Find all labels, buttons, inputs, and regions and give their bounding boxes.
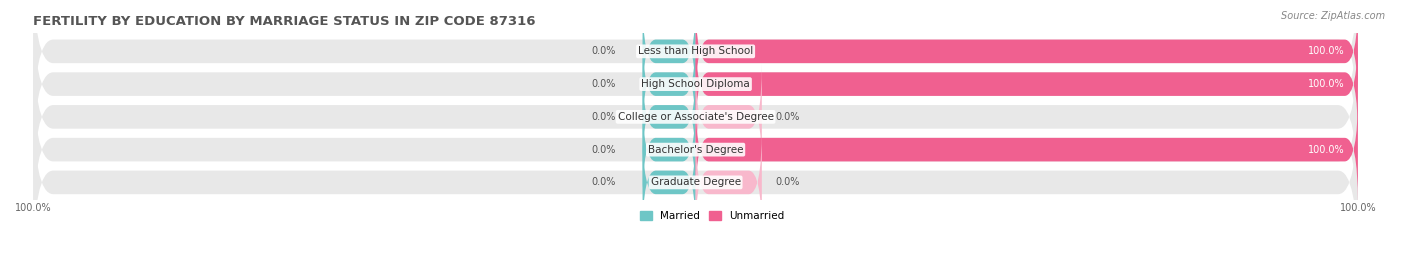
Legend: Married, Unmarried: Married, Unmarried <box>636 207 789 225</box>
FancyBboxPatch shape <box>696 129 762 236</box>
Text: 100.0%: 100.0% <box>1308 79 1344 89</box>
Text: High School Diploma: High School Diploma <box>641 79 749 89</box>
Text: Less than High School: Less than High School <box>638 46 754 56</box>
Text: Bachelor's Degree: Bachelor's Degree <box>648 145 744 155</box>
FancyBboxPatch shape <box>696 63 762 171</box>
FancyBboxPatch shape <box>643 63 696 171</box>
Text: Source: ZipAtlas.com: Source: ZipAtlas.com <box>1281 11 1385 21</box>
FancyBboxPatch shape <box>34 0 1358 138</box>
Text: 100.0%: 100.0% <box>1308 46 1344 56</box>
Text: Graduate Degree: Graduate Degree <box>651 177 741 187</box>
Text: 0.0%: 0.0% <box>775 112 800 122</box>
Text: 0.0%: 0.0% <box>775 177 800 187</box>
Text: 0.0%: 0.0% <box>592 79 616 89</box>
Text: College or Associate's Degree: College or Associate's Degree <box>617 112 773 122</box>
FancyBboxPatch shape <box>643 30 696 138</box>
FancyBboxPatch shape <box>34 30 1358 203</box>
FancyBboxPatch shape <box>643 0 696 105</box>
FancyBboxPatch shape <box>643 129 696 236</box>
FancyBboxPatch shape <box>34 0 1358 171</box>
Text: 0.0%: 0.0% <box>592 145 616 155</box>
FancyBboxPatch shape <box>34 96 1358 269</box>
FancyBboxPatch shape <box>34 63 1358 236</box>
FancyBboxPatch shape <box>696 30 1358 138</box>
FancyBboxPatch shape <box>696 96 1358 203</box>
FancyBboxPatch shape <box>643 96 696 203</box>
Text: 0.0%: 0.0% <box>592 177 616 187</box>
Text: 0.0%: 0.0% <box>592 46 616 56</box>
Text: 100.0%: 100.0% <box>1308 145 1344 155</box>
FancyBboxPatch shape <box>696 0 1358 105</box>
Text: FERTILITY BY EDUCATION BY MARRIAGE STATUS IN ZIP CODE 87316: FERTILITY BY EDUCATION BY MARRIAGE STATU… <box>34 15 536 28</box>
Text: 0.0%: 0.0% <box>592 112 616 122</box>
